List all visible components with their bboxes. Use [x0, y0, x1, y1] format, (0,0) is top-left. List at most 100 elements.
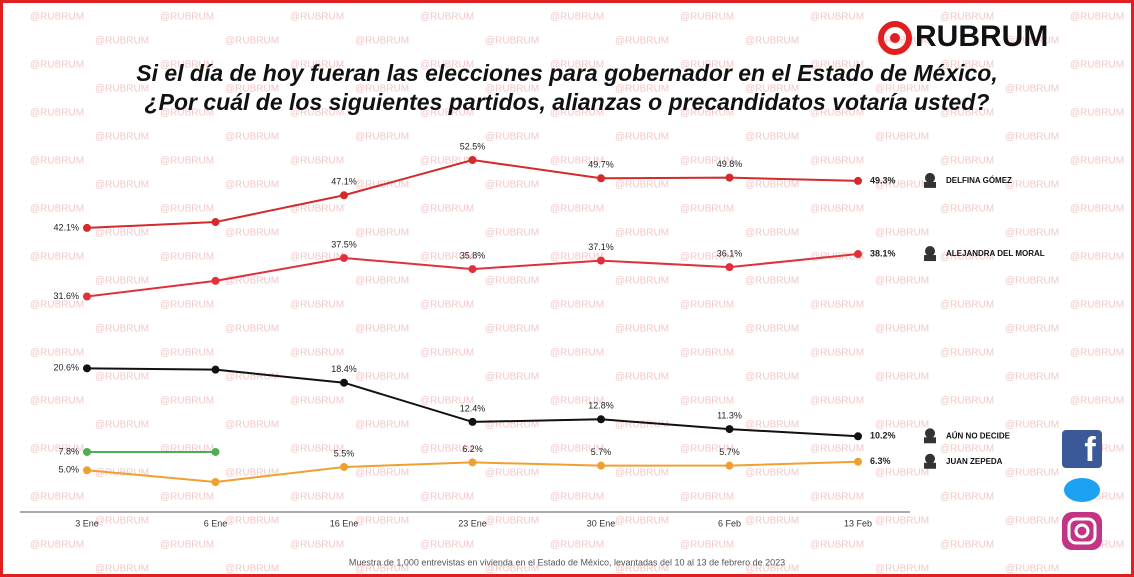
- watermark: @RUBRUM: [225, 420, 279, 431]
- watermark: @RUBRUM: [355, 36, 409, 47]
- data-label: 37.1%: [588, 242, 614, 252]
- data-label: 20.6%: [53, 363, 79, 373]
- watermark: @RUBRUM: [95, 228, 149, 239]
- data-label: 42.1%: [53, 222, 79, 232]
- frame: [2, 2, 1133, 576]
- watermark: @RUBRUM: [1070, 204, 1124, 215]
- data-label: 5.5%: [334, 448, 355, 458]
- watermark: @RUBRUM: [225, 132, 279, 143]
- data-label: 5.7%: [591, 447, 612, 457]
- watermark: @RUBRUM: [420, 204, 474, 215]
- watermark: @RUBRUM: [680, 204, 734, 215]
- watermark: @RUBRUM: [485, 132, 539, 143]
- x-tick-label: 3 Ene: [75, 518, 99, 528]
- watermark: @RUBRUM: [810, 444, 864, 455]
- data-label: 49.3%: [870, 175, 896, 185]
- instagram-icon[interactable]: [1062, 512, 1102, 550]
- legend-icon: [925, 173, 935, 183]
- data-point: [854, 432, 862, 440]
- data-label: 49.8%: [717, 159, 743, 169]
- watermark: @RUBRUM: [810, 396, 864, 407]
- watermark: @RUBRUM: [1070, 252, 1124, 263]
- watermark: @RUBRUM: [745, 228, 799, 239]
- watermark: @RUBRUM: [1005, 516, 1059, 527]
- watermark: @RUBRUM: [355, 372, 409, 383]
- watermark: @RUBRUM: [30, 12, 84, 23]
- watermark: @RUBRUM: [30, 204, 84, 215]
- watermark: @RUBRUM: [615, 372, 669, 383]
- data-label: 52.5%: [460, 141, 486, 151]
- data-label: 31.6%: [53, 291, 79, 301]
- data-point: [854, 250, 862, 258]
- data-point: [340, 463, 348, 471]
- watermark: @RUBRUM: [95, 180, 149, 191]
- watermark: @RUBRUM: [680, 396, 734, 407]
- watermark: @RUBRUM: [30, 108, 84, 119]
- watermark: @RUBRUM: [940, 204, 994, 215]
- data-point: [212, 277, 220, 285]
- watermark: @RUBRUM: [1070, 12, 1124, 23]
- watermark: @RUBRUM: [940, 444, 994, 455]
- x-tick-label: 6 Feb: [718, 518, 741, 528]
- watermark: @RUBRUM: [810, 492, 864, 503]
- watermark: @RUBRUM: [225, 324, 279, 335]
- watermark: @RUBRUM: [875, 324, 929, 335]
- watermark: @RUBRUM: [1005, 564, 1059, 575]
- watermark: @RUBRUM: [1005, 84, 1059, 95]
- footnote: Muestra de 1,000 entrevistas en vivienda…: [349, 557, 785, 567]
- watermark: @RUBRUM: [745, 132, 799, 143]
- watermark: @RUBRUM: [485, 468, 539, 479]
- watermark: @RUBRUM: [290, 348, 344, 359]
- watermark: @RUBRUM: [810, 12, 864, 23]
- watermark: @RUBRUM: [355, 420, 409, 431]
- data-point: [854, 458, 862, 466]
- watermark: @RUBRUM: [550, 492, 604, 503]
- watermark: @RUBRUM: [1005, 372, 1059, 383]
- watermark: @RUBRUM: [615, 468, 669, 479]
- chart-title: Si el día de hoy fueran las elecciones p…: [136, 60, 998, 86]
- watermark: @RUBRUM: [30, 252, 84, 263]
- watermark: @RUBRUM: [940, 156, 994, 167]
- watermark: @RUBRUM: [745, 36, 799, 47]
- legend-icon: [925, 246, 935, 256]
- watermark: @RUBRUM: [290, 492, 344, 503]
- data-point: [340, 191, 348, 199]
- watermark: @RUBRUM: [875, 132, 929, 143]
- watermark: @RUBRUM: [160, 348, 214, 359]
- data-label: 11.3%: [717, 410, 742, 420]
- twitter-icon[interactable]: [1064, 478, 1100, 502]
- watermark: @RUBRUM: [355, 228, 409, 239]
- legend-label: ALEJANDRA DEL MORAL: [946, 249, 1045, 258]
- data-point: [212, 448, 220, 456]
- data-point: [726, 462, 734, 470]
- watermark: @RUBRUM: [940, 540, 994, 551]
- data-point: [83, 293, 91, 301]
- data-label: 12.8%: [588, 401, 614, 411]
- watermark: @RUBRUM: [30, 540, 84, 551]
- x-tick-label: 16 Ene: [330, 518, 359, 528]
- watermark: @RUBRUM: [745, 324, 799, 335]
- data-point: [726, 425, 734, 433]
- watermark: @RUBRUM: [95, 132, 149, 143]
- watermark: @RUBRUM: [355, 324, 409, 335]
- watermark: @RUBRUM: [160, 204, 214, 215]
- watermark: @RUBRUM: [420, 12, 474, 23]
- watermark: @RUBRUM: [810, 204, 864, 215]
- data-point: [212, 478, 220, 486]
- watermark: @RUBRUM: [1005, 276, 1059, 287]
- watermark: @RUBRUM: [160, 444, 214, 455]
- watermark: @RUBRUM: [30, 60, 84, 71]
- watermark: @RUBRUM: [1070, 108, 1124, 119]
- watermark: @RUBRUM: [485, 276, 539, 287]
- data-label: 12.4%: [460, 403, 486, 413]
- watermark: @RUBRUM: [615, 132, 669, 143]
- data-point: [597, 462, 605, 470]
- data-point: [469, 156, 477, 164]
- watermark: @RUBRUM: [615, 228, 669, 239]
- watermark: @RUBRUM: [30, 396, 84, 407]
- watermark: @RUBRUM: [1070, 300, 1124, 311]
- data-label: 7.8%: [58, 446, 79, 456]
- watermark: @RUBRUM: [875, 468, 929, 479]
- watermark: @RUBRUM: [160, 492, 214, 503]
- facebook-icon[interactable]: f: [1062, 430, 1102, 469]
